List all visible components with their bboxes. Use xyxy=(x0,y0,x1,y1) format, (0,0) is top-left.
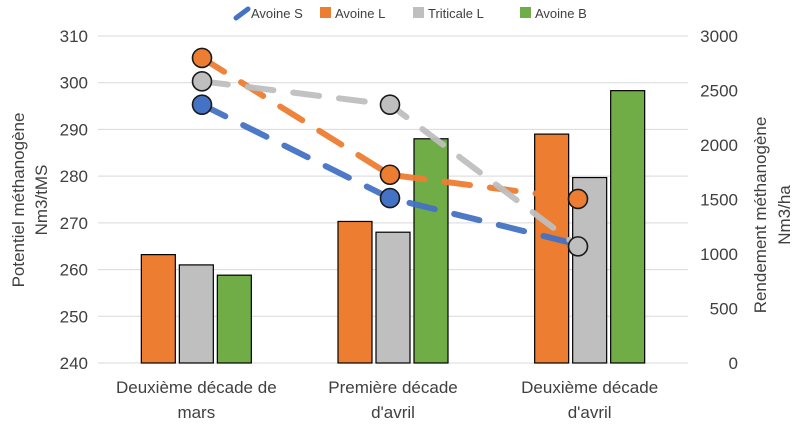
right-tick-label: 3000 xyxy=(700,27,738,46)
legend-marker xyxy=(413,7,424,18)
bar xyxy=(413,138,449,364)
series-point xyxy=(379,94,401,115)
right-tick-label: 1500 xyxy=(700,191,738,210)
right-tick-label: 500 xyxy=(710,300,738,319)
right-tick-label: 1000 xyxy=(700,245,738,264)
right-tick-label: 2500 xyxy=(700,82,738,101)
bar xyxy=(178,264,214,364)
series-point xyxy=(567,236,589,257)
series-point xyxy=(379,187,401,209)
left-tick-label: 310 xyxy=(60,27,88,46)
right-tick-label: 0 xyxy=(729,354,738,373)
right-axis-title: Rendement méthanogène xyxy=(751,117,770,314)
left-axis-unit: Nm3/tMS xyxy=(32,165,51,236)
right-axis-unit: Nm3/ha xyxy=(775,185,794,245)
left-tick-label: 270 xyxy=(60,214,88,233)
category-label: Deuxième décade de xyxy=(116,378,277,397)
bar xyxy=(337,220,373,364)
legend-label: Avoine S xyxy=(251,6,303,21)
left-axis-title: Potentiel méthanogène xyxy=(9,113,28,288)
category-label: Première décade xyxy=(328,378,457,397)
right-tick-label: 2000 xyxy=(700,136,738,155)
series-point xyxy=(191,94,213,115)
bar xyxy=(216,274,252,364)
left-tick-label: 260 xyxy=(60,261,88,280)
bar xyxy=(610,90,646,364)
legend-label: Avoine B xyxy=(535,6,587,21)
legend-marker xyxy=(320,7,331,18)
left-tick-label: 280 xyxy=(60,167,88,186)
category-label: Deuxième décade xyxy=(521,378,658,397)
legend-label: Avoine L xyxy=(335,6,385,21)
category-label: d'avril xyxy=(371,403,415,422)
series-point xyxy=(191,71,213,92)
bar xyxy=(572,176,608,364)
category-label: d'avril xyxy=(568,403,612,422)
left-tick-label: 290 xyxy=(60,120,88,139)
left-tick-label: 300 xyxy=(60,74,88,93)
category-label: mars xyxy=(177,403,215,422)
left-tick-label: 240 xyxy=(60,354,88,373)
series-point xyxy=(191,47,213,69)
series-point xyxy=(567,188,589,210)
legend-marker xyxy=(520,7,531,18)
series-point xyxy=(379,164,401,186)
series-line xyxy=(199,54,581,202)
left-tick-label: 250 xyxy=(60,307,88,326)
legend-label: Triticale L xyxy=(428,6,484,21)
bar xyxy=(534,133,570,364)
bar xyxy=(140,254,176,364)
bar xyxy=(375,231,411,364)
legend-marker xyxy=(233,6,251,21)
